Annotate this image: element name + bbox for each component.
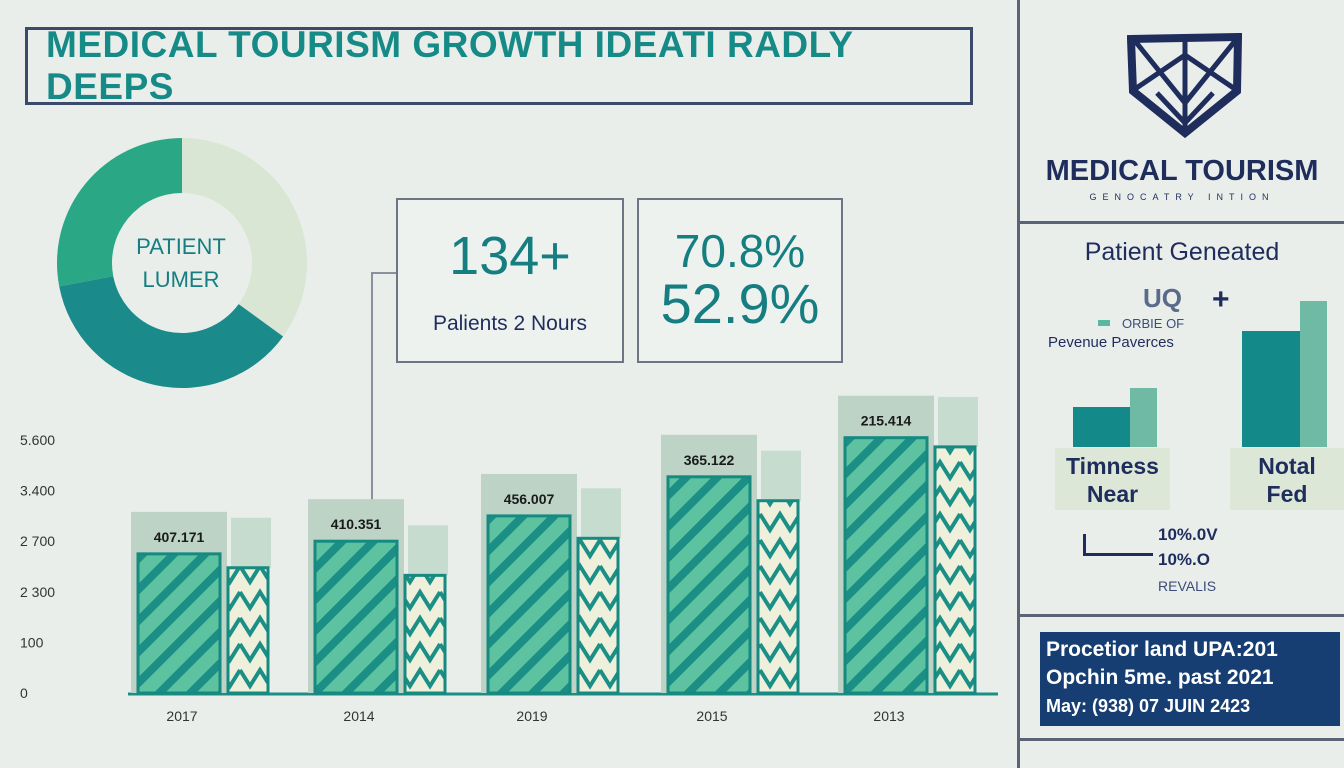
info-line: Opchin 5me. past 2021 (1046, 666, 1274, 689)
donut-segment-green (56, 138, 182, 287)
bar-series-b (403, 573, 447, 695)
legend-label: Pevenue Paverces (1048, 334, 1174, 351)
scale-bracket-icon (1083, 534, 1086, 556)
shield-logo-icon (1127, 33, 1242, 138)
stat-value-2: 52.9% (660, 272, 820, 335)
side-bar-1 (1073, 407, 1130, 447)
x-tick-label: 2019 (516, 708, 547, 724)
y-tick-label: 3.400 (20, 483, 55, 499)
scale-label: REVALIS (1158, 578, 1217, 594)
panel-title: Patient Geneated (1084, 238, 1280, 266)
legend-small: ORBIE OF (1122, 316, 1185, 331)
y-tick-label: 0 (20, 685, 28, 701)
donut-chart: PATIENT LUMER (56, 138, 308, 389)
bar-series-b (576, 536, 620, 695)
stat-card-patients: 134+ Palients 2 Nours (396, 198, 624, 363)
side-bar-2 (1242, 331, 1300, 447)
scale-value-2: 10%.O (1158, 550, 1210, 569)
logo-title: MEDICAL TOURISM (1045, 155, 1319, 187)
connector-line (372, 272, 398, 274)
donut-segment-dark-teal (59, 276, 284, 389)
x-tick-label: 2014 (343, 708, 374, 724)
side-bar-2b (1300, 301, 1327, 447)
x-tick-label: 2013 (873, 708, 904, 724)
bar-series-a (136, 552, 222, 695)
bar-chart: 0 100 2 300 2 700 3.400 5.600 407.171 2017 410.3… (20, 395, 998, 724)
bar-series-a (843, 436, 929, 695)
donut-label-2: LUMER (142, 267, 219, 292)
label-line: Near (1086, 481, 1139, 507)
stat-caption: Palients 2 Nours (432, 312, 588, 335)
info-box: Procetior land UPA:201 Opchin 5me. past … (1040, 632, 1340, 726)
sidebar-divider (1017, 0, 1020, 768)
bar-cap-series-b (938, 396, 978, 447)
y-tick-label: 2 700 (20, 533, 55, 549)
y-tick-label: 2 300 (20, 584, 55, 600)
bar-cap-series-b (581, 488, 621, 539)
data-label: 410.351 (331, 516, 382, 532)
bar-series-b (933, 445, 977, 695)
scale-value-1: 10%.0V (1158, 525, 1218, 544)
stat-value: 134+ (449, 226, 571, 286)
logo-subtitle: GENOCATRY INTION (1089, 192, 1275, 202)
info-line: May: (938) 07 JUIN 2423 (1046, 696, 1251, 716)
data-label: 215.414 (861, 413, 912, 429)
donut-segment-light (182, 138, 308, 337)
x-tick-label: 2015 (696, 708, 727, 724)
donut-label-1: PATIENT (136, 234, 226, 259)
label-line: Fed (1266, 481, 1308, 507)
divider (1018, 221, 1344, 224)
bar-cap-series-b (761, 450, 801, 501)
plus-icon: + (1212, 283, 1230, 316)
side-bar-label-1: Timness Near (1055, 448, 1170, 510)
uq-label: UQ (1143, 283, 1182, 313)
x-tick-label: 2017 (166, 708, 197, 724)
side-bar-label-2: Notal Fed (1230, 448, 1344, 510)
info-line: Procetior land UPA:201 (1046, 638, 1278, 661)
label-line: Timness (1066, 453, 1159, 479)
data-label: 407.171 (154, 529, 205, 545)
data-label: 365.122 (684, 452, 735, 468)
divider (1018, 614, 1344, 617)
page-title: MEDICAL TOURISM GROWTH IDEATI RADLY DEEP… (46, 24, 853, 107)
bar-series-a (486, 514, 572, 695)
bar-series-b (226, 566, 270, 695)
scale-bracket-line (1083, 553, 1153, 556)
divider (1018, 738, 1344, 741)
label-line: Notal (1258, 453, 1316, 479)
stat-value-1: 70.8% (674, 225, 806, 277)
bar-series-a (313, 539, 399, 695)
stat-card-percent: 70.8% 52.9% (637, 198, 843, 363)
y-tick-label: 100 (20, 634, 44, 650)
y-tick-label: 5.600 (20, 432, 55, 448)
side-bar-1b (1130, 388, 1157, 447)
bar-series-b (756, 499, 800, 695)
bar-cap-series-b (231, 517, 271, 568)
data-label: 456.007 (504, 491, 555, 507)
bar-series-a (666, 475, 752, 695)
legend-swatch (1098, 320, 1110, 326)
bar-cap-series-b (408, 525, 448, 576)
title-box: MEDICAL TOURISM GROWTH IDEATI RADLY DEEP… (25, 24, 973, 107)
connector-line-vertical (371, 272, 373, 510)
